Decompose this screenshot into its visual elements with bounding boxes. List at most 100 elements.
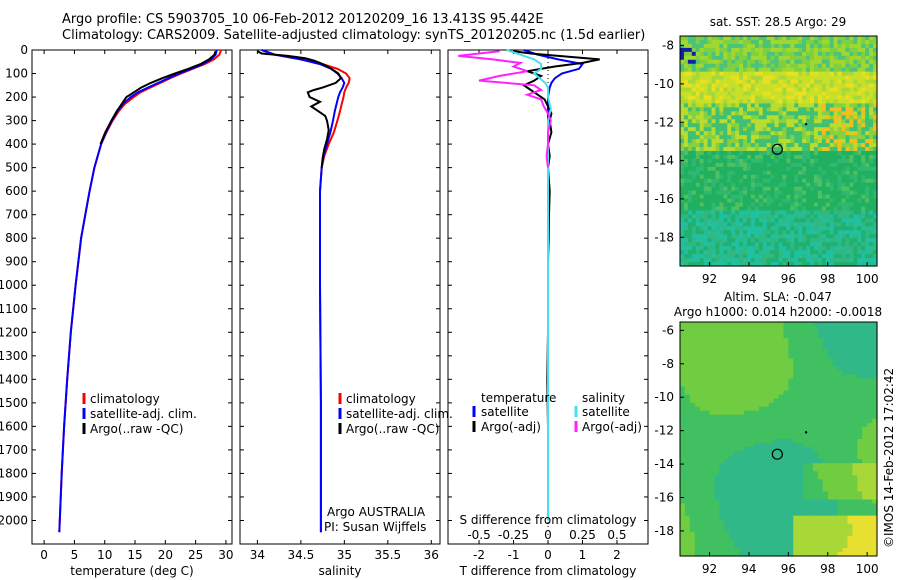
map-cell [867, 366, 873, 371]
map-cell [747, 179, 752, 184]
map-cell [793, 455, 799, 460]
map-cell [739, 44, 744, 49]
map-cell [680, 218, 685, 223]
map-cell [743, 107, 748, 112]
map-cell [769, 326, 775, 331]
map-cell [680, 167, 685, 172]
map-cell [747, 218, 752, 223]
map-cell [818, 407, 824, 412]
map-cell [688, 92, 693, 97]
series-t-satellite [524, 50, 583, 521]
map-cell [783, 427, 789, 432]
map-cell [743, 60, 748, 65]
map-cell [735, 40, 740, 45]
map-cell [719, 495, 725, 500]
map-cell [867, 427, 873, 432]
map-cell [723, 84, 728, 89]
map-cell [739, 218, 744, 223]
map-cell [715, 226, 720, 231]
map-cell [794, 207, 799, 212]
map-cell [731, 222, 736, 227]
map-cell [798, 411, 804, 416]
map-cell [739, 143, 744, 148]
map-cell [729, 358, 735, 363]
map-cell [712, 80, 717, 85]
map-cell [684, 155, 689, 160]
map-cell [731, 250, 736, 255]
map-cell [735, 226, 740, 231]
map-cell [719, 415, 725, 420]
map-cell [771, 95, 776, 100]
map-cell [853, 238, 858, 243]
map-cell [719, 395, 725, 400]
map-cell [747, 167, 752, 172]
map-cell [719, 203, 724, 208]
map-cell [830, 84, 835, 89]
map-cell [739, 475, 745, 480]
map-cell [684, 199, 689, 204]
map-cell [786, 155, 791, 160]
map-cell [798, 60, 803, 65]
map-cell [774, 435, 780, 440]
map-cell [798, 350, 804, 355]
map-cell [729, 419, 735, 424]
map-cell [759, 362, 765, 367]
map-cell [723, 72, 728, 77]
map-cell [714, 387, 720, 392]
map-cell [806, 115, 811, 120]
map-cell [818, 242, 823, 247]
map-cell [719, 119, 724, 124]
map-cell [828, 338, 834, 343]
map-cell [696, 214, 701, 219]
map-cell [810, 258, 815, 263]
map-cell [705, 491, 711, 496]
map-cell [814, 56, 819, 61]
map-cell [869, 222, 874, 227]
map-cell [771, 92, 776, 97]
map-cell [751, 203, 756, 208]
map-cell [712, 56, 717, 61]
map-cell [705, 471, 711, 476]
map-cell [739, 455, 745, 460]
map-cell [810, 76, 815, 81]
map-cell [803, 366, 809, 371]
map-cell [838, 203, 843, 208]
map-cell [788, 354, 794, 359]
map-cell [708, 36, 713, 41]
map-cell [719, 199, 724, 204]
map-cell [727, 103, 732, 108]
map-cell [771, 207, 776, 212]
map-cell [680, 419, 686, 424]
map-cell [828, 483, 834, 488]
map-cell [708, 155, 713, 160]
map-cell [808, 495, 814, 500]
map-cell [769, 495, 775, 500]
map-cell [775, 80, 780, 85]
map-cell [719, 103, 724, 108]
map-cell [810, 127, 815, 132]
map-cell [823, 350, 829, 355]
map-cell [690, 427, 696, 432]
map-cell [744, 366, 750, 371]
map-cell [763, 48, 768, 53]
map-cell [852, 439, 858, 444]
map-cell [684, 159, 689, 164]
map-cell [727, 238, 732, 243]
map-cell [759, 171, 764, 176]
map-cell [828, 358, 834, 363]
map-cell [830, 103, 835, 108]
map-cell [723, 199, 728, 204]
map-cell [680, 334, 686, 339]
map-cell [779, 115, 784, 120]
map-cell [767, 123, 772, 128]
map-cell [810, 159, 815, 164]
map-cell [731, 60, 736, 65]
map-cell [838, 350, 844, 355]
map-cell [822, 171, 827, 176]
map-cell [788, 326, 794, 331]
map-cell [838, 431, 844, 436]
map-cell [803, 322, 809, 327]
map-cell [794, 123, 799, 128]
sdiff-tick-label: 0.5 [607, 528, 626, 542]
map-cell [794, 214, 799, 219]
